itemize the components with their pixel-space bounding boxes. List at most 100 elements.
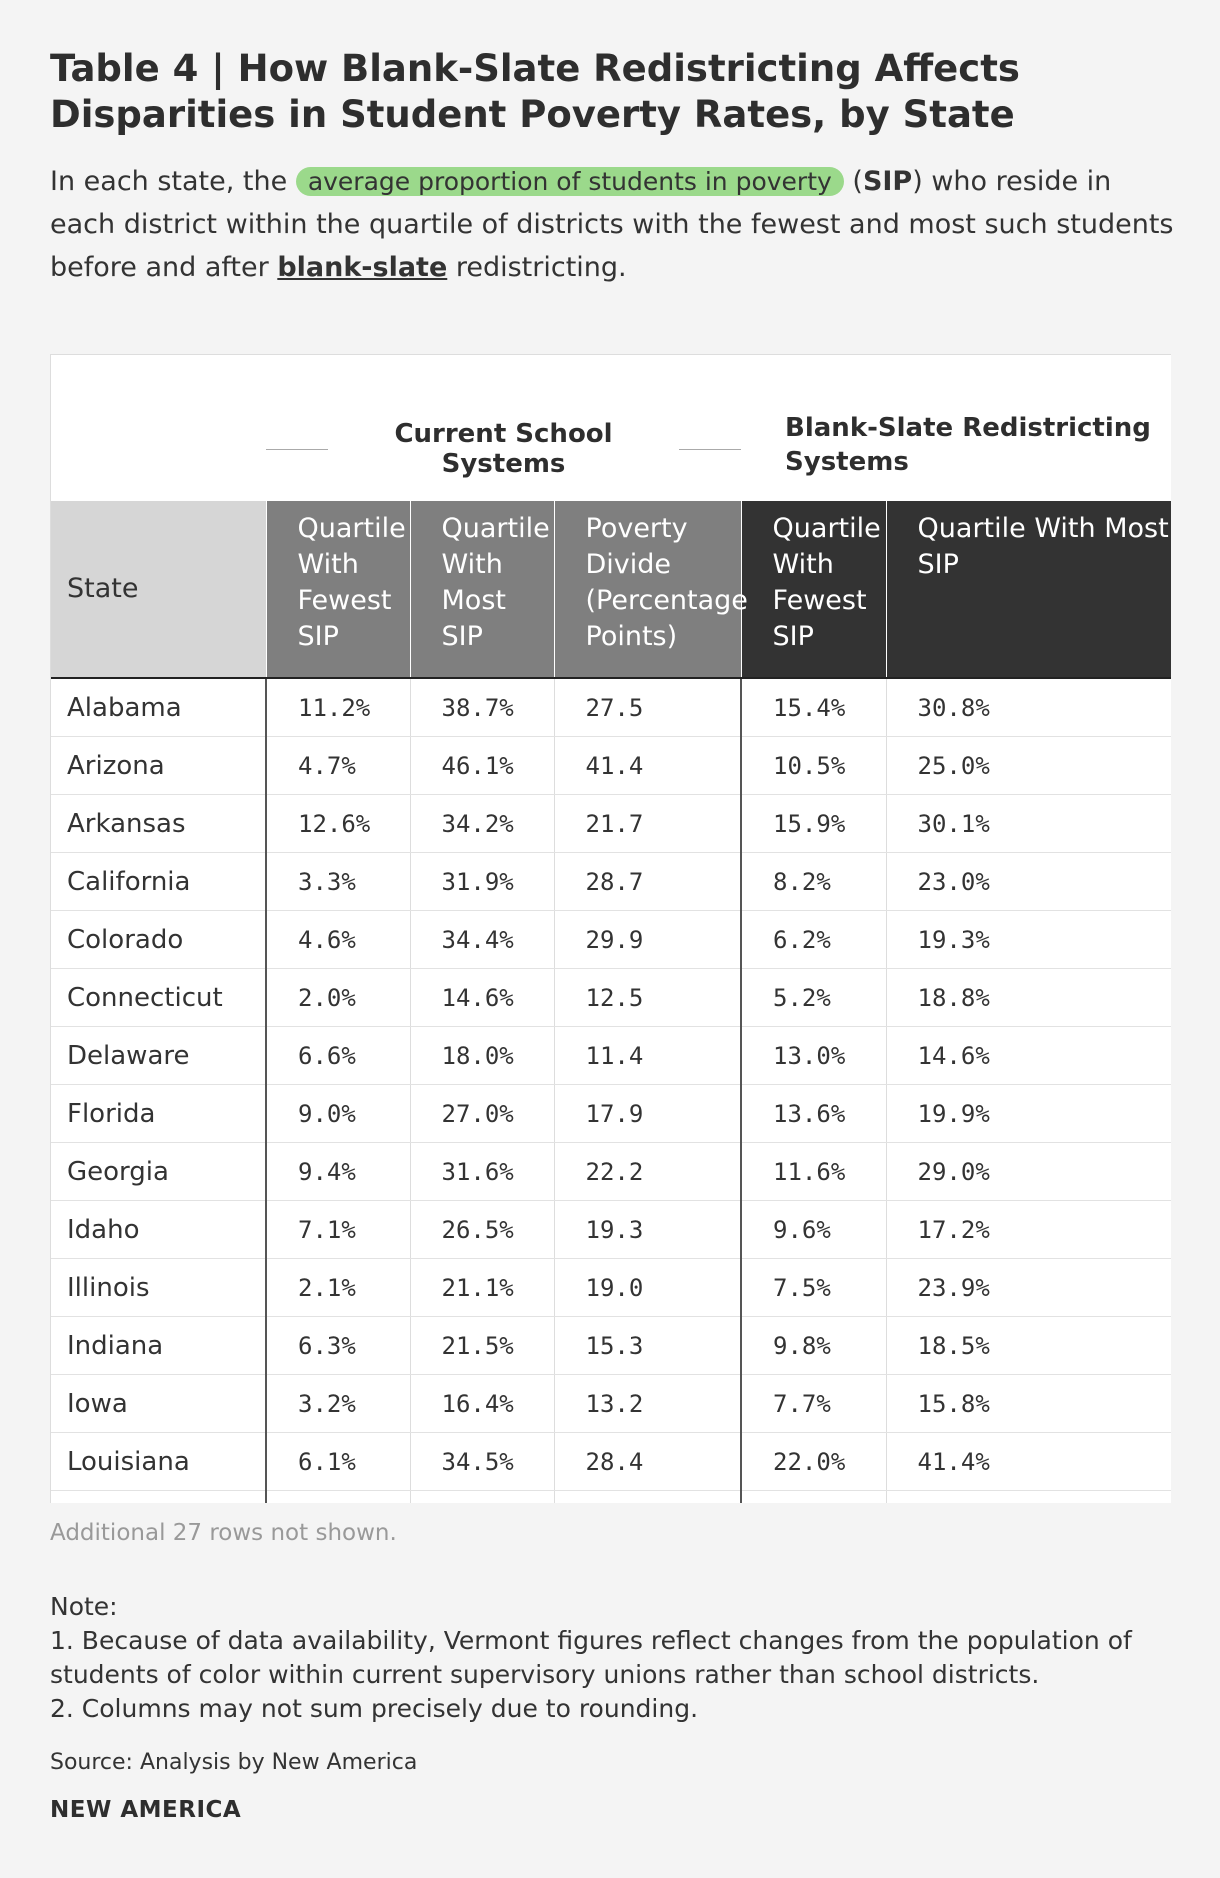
group-label: Current School Systems [266,419,741,479]
table-row: Delaware 6.6% 18.0% 11.4 13.0% 14.6% [51,1026,1171,1085]
column-header: Quartile With Most SIP [885,501,1171,679]
value-cell: 14.0 [553,1490,742,1503]
group-header: Current School Systems [266,355,741,501]
value-cell: 15.3 [553,1316,742,1375]
table-row: Arkansas 12.6% 34.2% 21.7 15.9% 30.1% [51,794,1171,853]
value-cell: 27.0% [409,1084,554,1143]
value-cell: 12.6% [265,794,410,853]
column-header: Poverty Divide (Percentage Points) [553,501,748,679]
state-cell: Illinois [51,1258,266,1317]
value-cell: 25.0% [885,736,1171,795]
value-cell: 26.5% [409,1200,554,1259]
value-cell: 11.6% [740,1142,887,1201]
state-cell: Arkansas [51,794,266,853]
note-label: Note: [50,1592,118,1621]
value-cell: 34.5% [409,1432,554,1491]
empty-cell [51,355,266,501]
value-cell: 19.0 [553,1258,742,1317]
value-cell: 22.0% [740,1432,887,1491]
table-row: Arizona 4.7% 46.1% 41.4 10.5% 25.0% [51,736,1171,795]
value-cell: 3.2% [265,1374,410,1433]
table-row: Iowa 3.2% 16.4% 13.2 7.7% 15.8% [51,1374,1171,1433]
group-row: Current School Systems Blank-Slate Redis… [51,355,1171,501]
value-cell: 34.4% [409,910,554,969]
value-cell: 8.2% [740,852,887,911]
value-cell: 18.8% [885,968,1171,1027]
table-row: Florida 9.0% 27.0% 17.9 13.6% 19.9% [51,1084,1171,1143]
value-cell: 3.3% [265,852,410,911]
header-row: State Quartile With Fewest SIP Quartile Wi… [51,501,1171,679]
state-cell: Connecticut [51,968,266,1027]
value-cell: 17.9 [553,1084,742,1143]
value-cell: 29.0% [885,1142,1171,1201]
value-cell: 46.1% [409,736,554,795]
state-cell: Delaware [51,1026,266,1085]
value-cell: 27.5 [553,678,742,737]
value-cell: 7.7% [740,1374,887,1433]
state-cell: Georgia [51,1142,266,1201]
group-label: Blank-Slate Redistricting Systems [785,413,1151,477]
value-cell: 9.8% [740,1316,887,1375]
value-cell: 19.3 [553,1200,742,1259]
column-header: Quartile With Fewest SIP [265,501,410,679]
value-cell: 7.5% [740,1258,887,1317]
value-cell: 10.5% [740,736,887,795]
value-cell: 5.2% [740,968,887,1027]
state-cell: Alabama [51,678,266,737]
table-wrapper: Current School Systems Blank-Slate Redis… [50,354,1171,1503]
value-cell: 13.6% [740,1084,887,1143]
value-cell: 6.1% [265,1432,410,1491]
table-row: Indiana 6.3% 21.5% 15.3 9.8% 18.5% [51,1316,1171,1375]
highlight: average proportion of students in povert… [295,167,844,196]
value-cell: 17.2% [885,1200,1171,1259]
state-cell: California [51,852,266,911]
value-cell: 31.9% [409,852,554,911]
value-cell: 34.2% [409,794,554,853]
value-cell: 5.3% [265,1490,410,1503]
value-cell: 18.0% [409,1026,554,1085]
table-row: Louisiana 6.1% 34.5% 28.4 22.0% 41.4% [51,1432,1171,1491]
value-cell: 9.0% [265,1084,410,1143]
value-cell: 21.5% [409,1316,554,1375]
value-cell: 22.2 [553,1142,742,1201]
state-cell: Idaho [51,1200,266,1259]
subtitle-text: In each state, the [50,166,296,197]
value-cell: 23.9% [885,1258,1171,1317]
state-cell: Maryland [51,1490,266,1503]
table-row: Colorado 4.6% 34.4% 29.9 6.2% 19.3% [51,910,1171,969]
value-cell: 31.6% [409,1142,554,1201]
value-cell: 19.3% [885,910,1171,969]
value-cell: 21.7 [553,794,742,853]
value-cell: 16.4% [409,1374,554,1433]
value-cell: 19.3% [409,1490,554,1503]
source: Source: Analysis by New America [50,1750,418,1775]
table-row: California 3.3% 31.9% 28.7 8.2% 23.0% [51,852,1171,911]
value-cell: 6.2% [740,910,887,969]
value-cell: 9.6% [740,1200,887,1259]
value-cell: 13.0% [740,1026,887,1085]
column-header: State [51,501,266,679]
value-cell: 19.9% [885,1084,1171,1143]
notes: Note: 1. Because of data availability, V… [50,1590,1180,1726]
note-item: 2. Columns may not sum precisely due to … [50,1694,699,1723]
value-cell: 11.2% [265,678,410,737]
value-cell: 9.0% [740,1490,887,1503]
term-link[interactable]: blank-slate [277,252,448,283]
state-cell: Colorado [51,910,266,969]
note-item: 1. Because of data availability, Vermont… [50,1626,1132,1689]
value-cell: 41.4 [553,736,742,795]
value-cell: 28.7 [553,852,742,911]
value-cell: 28.4 [553,1432,742,1491]
value-cell: 9.4% [265,1142,410,1201]
state-cell: Iowa [51,1374,266,1433]
table-row: Idaho 7.1% 26.5% 19.3 9.6% 17.2% [51,1200,1171,1259]
value-cell: 6.3% [265,1316,410,1375]
subtitle-text: redistricting. [447,252,627,283]
value-cell: 11.4 [553,1026,742,1085]
state-cell: Louisiana [51,1432,266,1491]
value-cell: 13.2 [553,1374,742,1433]
group-header: Blank-Slate Redistricting Systems [741,355,1171,501]
table: Current School Systems Blank-Slate Redis… [51,355,1171,1503]
value-cell: 30.8% [885,678,1171,737]
